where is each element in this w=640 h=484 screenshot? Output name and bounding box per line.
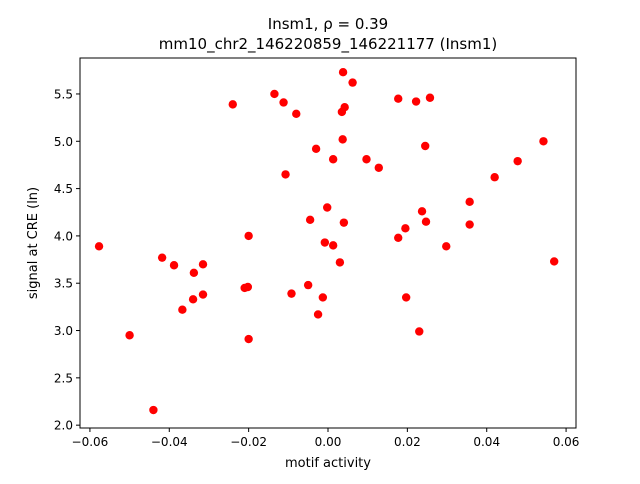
data-point: [228, 100, 237, 109]
chart-title-line2: mm10_chr2_146220859_146221177 (Insm1): [159, 35, 497, 54]
y-tick-label: 4.0: [54, 229, 73, 243]
data-point: [348, 78, 357, 87]
data-point: [465, 197, 474, 207]
data-point: [328, 155, 338, 164]
data-point: [305, 215, 315, 225]
x-axis-ticks: −0.06 −0.04 −0.02 0.00 0.02 0.04 0.06: [72, 428, 580, 449]
x-tick-label: 0.06: [553, 435, 580, 449]
x-tick-label: −0.06: [72, 435, 109, 449]
data-point: [417, 207, 427, 216]
data-point: [374, 163, 383, 172]
data-point: [157, 253, 167, 262]
data-point: [539, 137, 548, 146]
data-point: [442, 242, 451, 251]
data-point: [313, 310, 323, 319]
chart-title-line1: Insm1, ρ = 0.39: [268, 15, 388, 33]
y-axis-label: signal at CRE (ln): [26, 187, 41, 299]
x-tick-label: 0.02: [394, 435, 421, 449]
data-point: [149, 405, 158, 415]
data-point: [401, 224, 410, 233]
data-point: [513, 156, 522, 166]
data-point: [415, 327, 424, 336]
data-point: [303, 280, 313, 290]
data-point: [188, 295, 198, 304]
data-point: [244, 231, 253, 241]
data-point: [279, 98, 288, 107]
y-tick-label: 3.0: [54, 324, 73, 338]
data-point: [328, 241, 338, 250]
data-point: [394, 233, 403, 242]
data-point: [94, 242, 104, 251]
x-tick-label: 0.00: [315, 435, 342, 449]
data-point: [490, 173, 499, 182]
data-point: [169, 261, 179, 270]
x-tick-label: −0.04: [151, 435, 188, 449]
data-point: [421, 217, 431, 226]
data-point: [320, 238, 330, 247]
data-point: [243, 282, 253, 292]
data-point: [549, 257, 559, 266]
data-point: [125, 331, 134, 340]
data-point: [178, 305, 187, 314]
data-point: [198, 260, 208, 269]
x-tick-label: 0.04: [473, 435, 500, 449]
data-point: [401, 293, 411, 302]
data-point: [362, 155, 371, 164]
data-point: [338, 135, 347, 144]
data-point: [340, 103, 349, 112]
data-point: [198, 290, 208, 299]
data-point: [335, 258, 345, 267]
data-point: [394, 94, 403, 103]
data-point: [189, 268, 199, 278]
plot-frame: [79, 57, 577, 429]
data-point: [281, 170, 290, 179]
x-axis-label: motif activity: [285, 456, 371, 471]
y-tick-label: 5.5: [54, 87, 73, 101]
data-point: [311, 144, 321, 154]
data-point: [421, 141, 430, 151]
data-point: [244, 334, 253, 344]
y-tick-label: 4.5: [54, 182, 73, 196]
data-point: [270, 89, 279, 99]
x-tick-label: −0.02: [230, 435, 267, 449]
data-point: [287, 289, 296, 298]
data-point: [292, 109, 301, 119]
data-point: [339, 218, 349, 227]
y-tick-label: 2.5: [54, 371, 73, 385]
y-tick-label: 3.5: [54, 277, 73, 291]
data-point: [425, 93, 435, 102]
y-tick-label: 2.0: [54, 419, 73, 433]
data-point: [323, 203, 332, 212]
data-point: [465, 220, 474, 229]
data-points: [94, 67, 559, 415]
y-tick-label: 5.0: [54, 135, 73, 149]
data-point: [318, 293, 328, 302]
data-point: [411, 97, 421, 106]
data-point: [338, 67, 348, 77]
y-axis-ticks: 2.0 2.5 3.0 3.5 4.0 4.5 5.0 5.5: [54, 87, 80, 433]
